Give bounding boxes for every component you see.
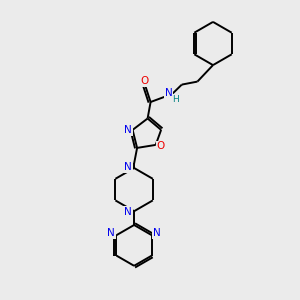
Text: O: O: [140, 76, 149, 86]
Text: N: N: [124, 207, 132, 217]
Text: N: N: [124, 162, 132, 172]
Text: N: N: [124, 125, 132, 135]
Text: O: O: [156, 141, 165, 152]
Text: N: N: [107, 228, 115, 238]
Text: H: H: [172, 95, 179, 104]
Text: N: N: [165, 88, 172, 98]
Text: N: N: [153, 228, 161, 238]
